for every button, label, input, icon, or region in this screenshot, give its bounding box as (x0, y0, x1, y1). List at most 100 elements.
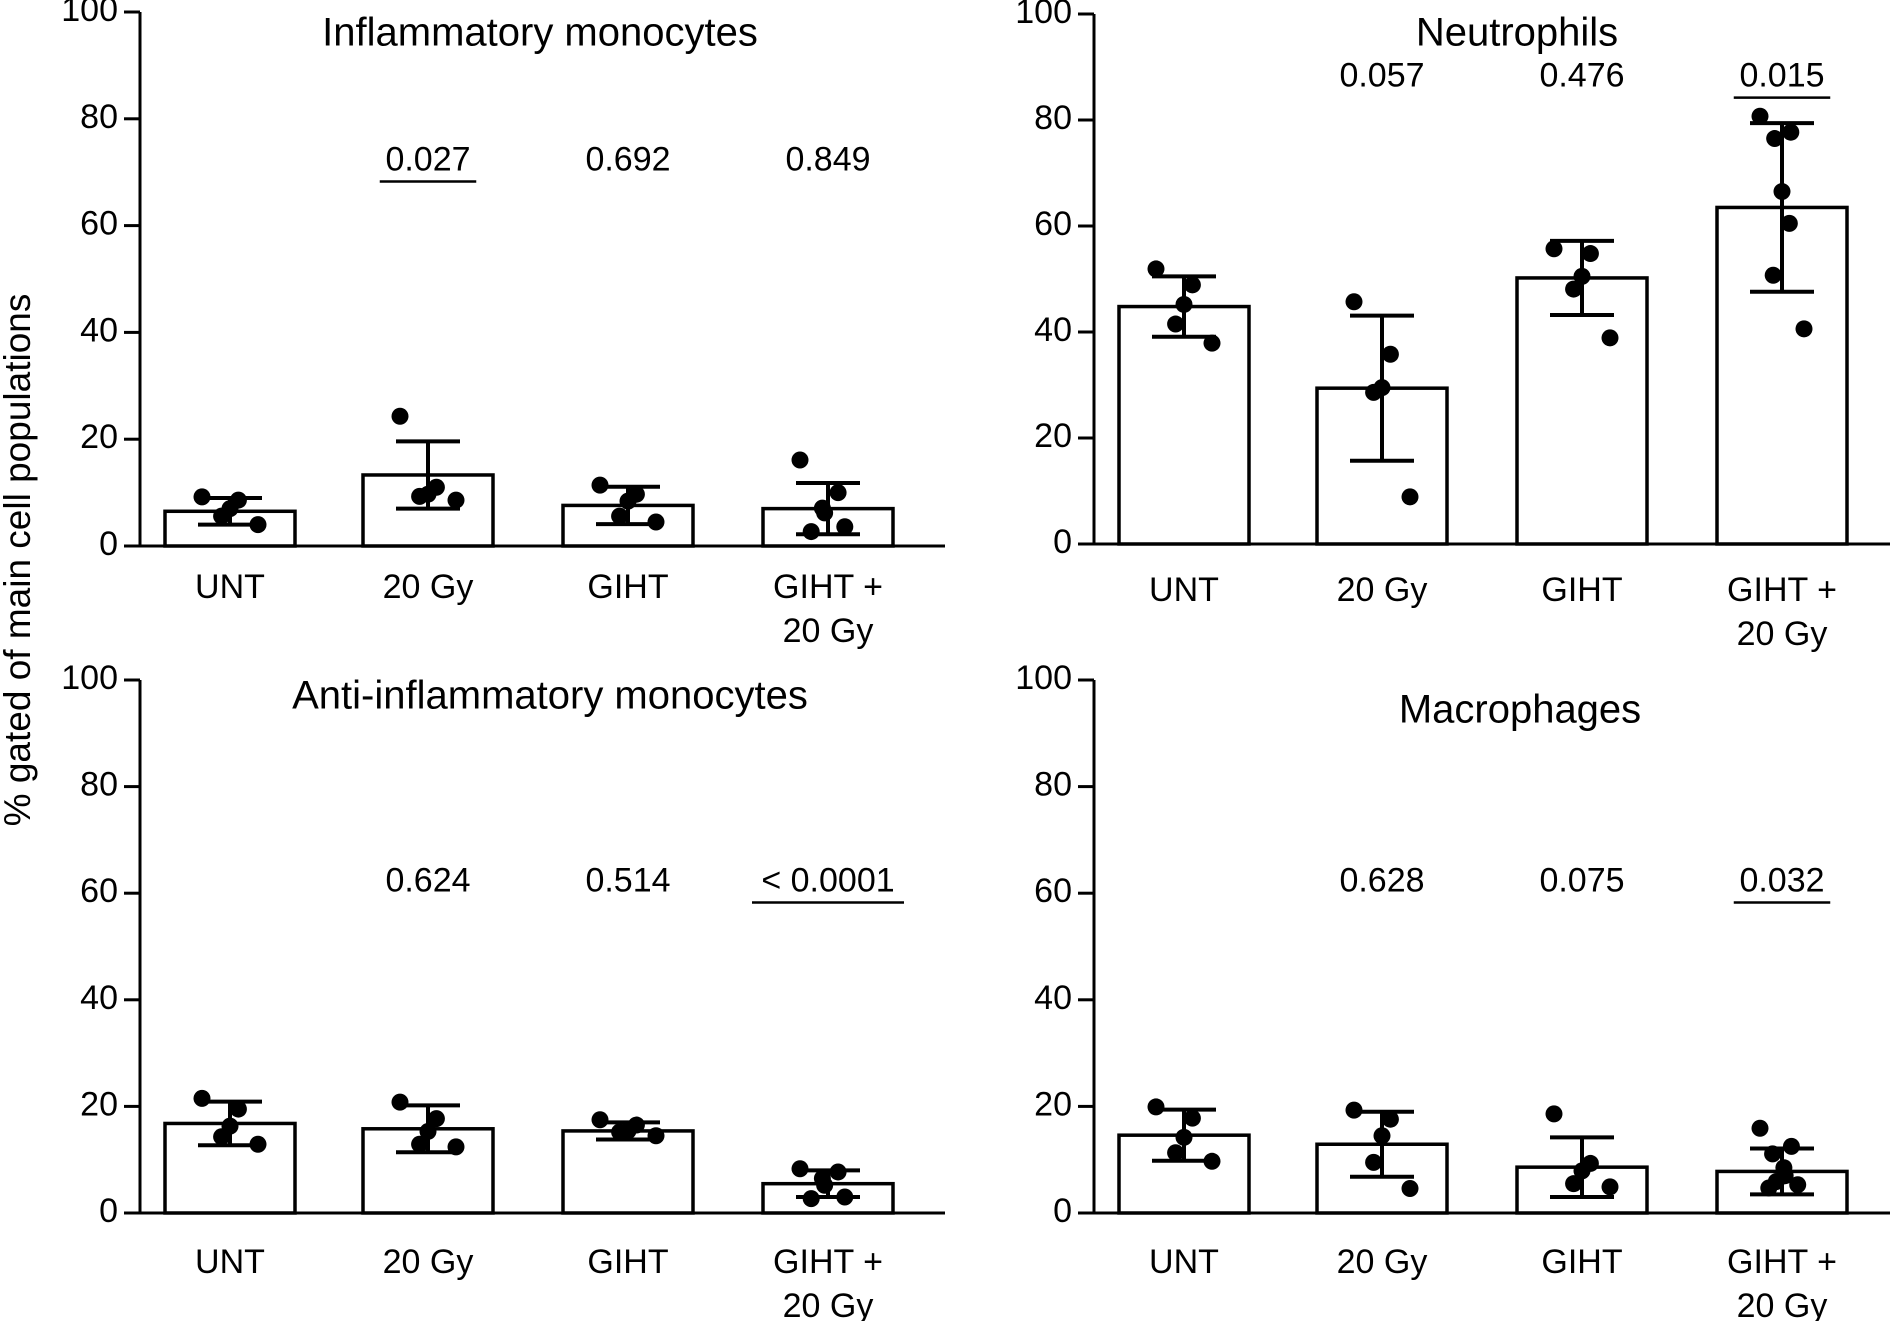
data-point (829, 484, 847, 502)
data-point (411, 1135, 429, 1153)
data-point (1565, 1175, 1583, 1193)
data-point (647, 513, 665, 531)
x-category-label: GIHT + (773, 1243, 883, 1281)
data-point (193, 1089, 211, 1107)
p-value-label: 0.057 (1339, 57, 1424, 95)
data-point (836, 518, 854, 536)
data-point (611, 1123, 629, 1141)
x-category-label: 20 Gy (783, 612, 874, 650)
data-point (1175, 1128, 1193, 1146)
y-tick-label: 20 (80, 1085, 118, 1123)
data-point (1183, 276, 1201, 294)
chart-title: Macrophages (1399, 688, 1641, 732)
x-category-label: GIHT + (1727, 571, 1837, 609)
data-point (1764, 266, 1782, 284)
y-tick-label: 100 (61, 659, 118, 697)
x-category-label: GIHT + (1727, 1243, 1837, 1281)
chart-panel-2: Neutrophils 0 20 40 60 80 100 UNT 20 Gy 0.057 GIHT… (1015, 0, 1890, 653)
data-point (1565, 280, 1583, 298)
p-value-label: 0.692 (585, 141, 670, 179)
data-point (611, 507, 629, 525)
y-tick-label: 100 (1015, 0, 1072, 31)
data-point (1751, 1119, 1769, 1137)
data-point (619, 492, 637, 510)
p-value-label: 0.032 (1739, 862, 1824, 900)
data-point (1581, 245, 1599, 263)
x-category-label: 20 Gy (383, 568, 474, 606)
data-point (836, 1188, 854, 1206)
y-tick-label: 60 (1034, 872, 1072, 910)
x-category-label: UNT (1149, 571, 1219, 609)
y-tick-label: 60 (1034, 205, 1072, 243)
data-point (1167, 1144, 1185, 1162)
x-category-label: 20 Gy (1737, 615, 1828, 653)
data-point (1751, 107, 1769, 125)
x-category-label: 20 Gy (383, 1243, 474, 1281)
p-value-label: 0.624 (385, 862, 470, 900)
x-category-label: GIHT (587, 568, 668, 606)
data-point (411, 487, 429, 505)
y-tick-label: 60 (80, 205, 118, 243)
data-point (1345, 293, 1363, 311)
x-category-label: GIHT + (773, 568, 883, 606)
data-point (1782, 123, 1800, 141)
data-point (213, 507, 231, 525)
data-point (213, 1128, 231, 1146)
chart-title: Neutrophils (1416, 11, 1618, 55)
p-value-label: 0.075 (1539, 862, 1624, 900)
data-point (229, 1100, 247, 1118)
data-point (1373, 1127, 1391, 1145)
data-point (1760, 1179, 1778, 1197)
data-point (1766, 130, 1784, 148)
data-point (1795, 320, 1813, 338)
p-value-label: 0.476 (1539, 57, 1624, 95)
y-tick-label: 0 (1053, 1192, 1072, 1230)
chart-title: Inflammatory monocytes (322, 11, 758, 55)
chart-panel-3: Anti-inflammatory monocytes 0 20 40 60 80 100 U… (61, 659, 945, 1321)
data-point (1764, 1145, 1782, 1163)
data-point (1365, 1153, 1383, 1171)
x-category-label: 20 Gy (783, 1287, 874, 1321)
chart-panel-1: Inflammatory monocytes 0 20 40 60 80 100 UNT 20 … (61, 0, 945, 650)
x-category-label: GIHT (1541, 571, 1622, 609)
data-point (391, 1093, 409, 1111)
data-point (1381, 345, 1399, 363)
y-tick-label: 20 (80, 418, 118, 456)
data-point (1401, 488, 1419, 506)
data-point (1203, 1152, 1221, 1170)
y-tick-label: 0 (99, 1192, 118, 1230)
x-category-label: 20 Gy (1337, 1243, 1428, 1281)
data-point (802, 523, 820, 541)
data-point (1782, 1137, 1800, 1155)
panels: Inflammatory monocytes 0 20 40 60 80 100 UNT 20 … (61, 0, 1890, 1321)
data-point (1573, 267, 1591, 285)
data-point (1401, 1179, 1419, 1197)
data-point (1167, 315, 1185, 333)
data-point (1381, 1110, 1399, 1128)
data-point (193, 488, 211, 506)
y-tick-label: 40 (80, 979, 118, 1017)
data-point (1175, 295, 1193, 313)
y-tick-label: 100 (61, 0, 118, 29)
data-point (1147, 260, 1165, 278)
x-category-label: UNT (195, 568, 265, 606)
y-tick-label: 80 (1034, 99, 1072, 137)
x-category-label: UNT (195, 1243, 265, 1281)
y-tick-label: 40 (1034, 979, 1072, 1017)
y-axis-title: % gated of main cell populations (0, 294, 38, 827)
y-tick-label: 40 (1034, 311, 1072, 349)
p-value-label: 0.849 (785, 141, 870, 179)
p-value-label: 0.628 (1339, 862, 1424, 900)
data-point (1773, 183, 1791, 201)
x-category-label: 20 Gy (1337, 571, 1428, 609)
p-value-label: 0.027 (385, 141, 470, 179)
y-tick-label: 0 (1053, 523, 1072, 561)
bar (1515, 276, 1649, 546)
data-point (249, 1135, 267, 1153)
data-point (1365, 383, 1383, 401)
data-point (1601, 1178, 1619, 1196)
data-point (427, 1110, 445, 1128)
data-point (591, 476, 609, 494)
y-tick-label: 60 (80, 872, 118, 910)
data-point (829, 1163, 847, 1181)
